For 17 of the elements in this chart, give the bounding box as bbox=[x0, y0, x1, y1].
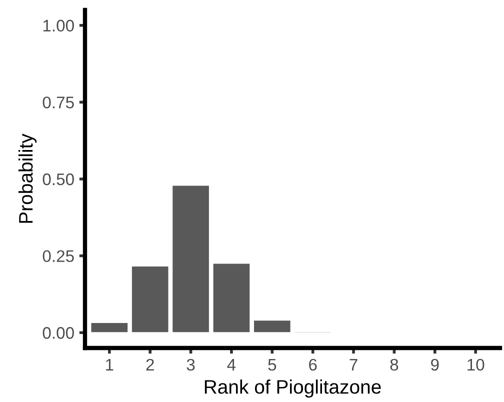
x-tick-label: 8 bbox=[390, 358, 398, 371]
y-tick-label: 0.50 bbox=[42, 173, 74, 186]
x-tick-label: 5 bbox=[268, 359, 276, 371]
y-tick-label: 0.75 bbox=[42, 96, 74, 108]
x-axis-title: Rank of Pioglitazone bbox=[204, 380, 381, 398]
x-tick-label: 9 bbox=[431, 358, 439, 371]
x-tick-label: 1 bbox=[106, 359, 114, 370]
y-tick-label: 1.00 bbox=[43, 20, 74, 32]
y-axis-title: Probability bbox=[18, 134, 37, 223]
x-tick-label: 2 bbox=[146, 358, 154, 370]
x-tick-label: 10 bbox=[468, 358, 484, 371]
x-tick-label: 4 bbox=[227, 359, 236, 370]
x-tick-label: 6 bbox=[309, 358, 317, 371]
y-tick-label: 0.00 bbox=[42, 327, 74, 339]
x-tick-label: 3 bbox=[186, 358, 195, 371]
x-tick-label: 7 bbox=[350, 359, 358, 370]
y-tick-label: 0.25 bbox=[42, 250, 74, 262]
